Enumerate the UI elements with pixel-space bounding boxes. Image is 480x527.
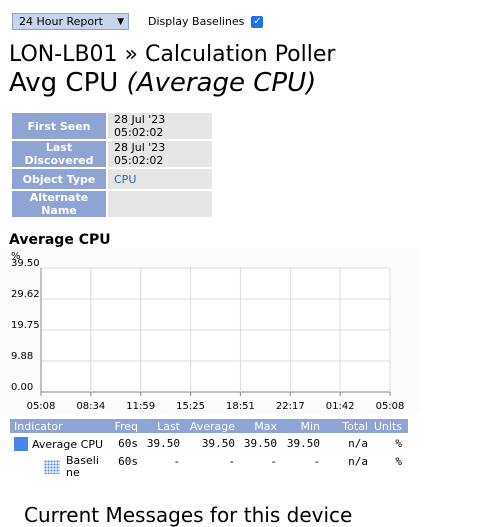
info-row-object-type: Object Type CPU — [12, 169, 212, 189]
legend-header-indicator: Indicator — [14, 419, 63, 433]
y-tick-label: 19.75 — [11, 320, 40, 331]
report-toolbar: 24 Hour Report ▼ Display Baselines ✓ — [12, 13, 264, 30]
x-tick-label: 08:34 — [76, 401, 105, 412]
object-type-cell: CPU — [108, 169, 212, 189]
legend-header-units: Units — [373, 419, 402, 433]
legend-indicator-cell: Baseli ne — [10, 455, 114, 479]
legend-header-freq: Freq — [114, 419, 138, 433]
legend-indicator-name: Average CPU — [32, 437, 104, 451]
info-row-last-discovered: Last Discovered 28 Jul '23 05:02:02 — [12, 141, 212, 167]
x-tick-label: 15:25 — [176, 401, 205, 412]
y-tick-label: 29.62 — [11, 289, 40, 300]
legend-freq: 60s — [118, 455, 138, 468]
chevron-down-icon: ▼ — [117, 16, 124, 27]
object-type-label: Object Type — [12, 169, 106, 189]
metric-name: Avg CPU — [9, 68, 119, 98]
legend-max: - — [270, 455, 277, 468]
device-title: LON-LB01 » Calculation Poller — [9, 42, 336, 67]
legend-units: % — [395, 437, 402, 450]
x-tick-label: 01:42 — [326, 401, 355, 412]
display-baselines-checkbox[interactable]: ✓ — [251, 15, 264, 28]
legend-row-baseline: Baseli ne 60s - - - - n/a % — [10, 455, 408, 479]
first-seen-value: 28 Jul '23 05:02:02 — [108, 113, 212, 139]
display-baselines-label: Display Baselines — [148, 15, 245, 28]
legend-table: Indicator Freq Last Average Max Min Tota… — [10, 419, 408, 479]
report-period-select[interactable]: 24 Hour Report ▼ — [12, 13, 129, 30]
last-discovered-label: Last Discovered — [12, 141, 106, 167]
x-tick-label: 11:59 — [126, 401, 155, 412]
legend-row-average-cpu: Average CPU 60s 39.50 39.50 39.50 39.50 … — [10, 437, 408, 451]
legend-header: Indicator Freq Last Average Max Min Tota… — [10, 419, 408, 433]
baseline-name-part-1: Baseli — [66, 454, 99, 467]
metric-title: Avg CPU (Average CPU) — [9, 68, 316, 98]
y-tick-label: 0.00 — [11, 382, 33, 393]
series-color-swatch — [14, 437, 28, 451]
metric-full-name: (Average CPU) — [126, 68, 317, 98]
legend-header-last: Last — [157, 419, 180, 433]
object-type-link[interactable]: CPU — [114, 172, 137, 186]
legend-min: 39.50 — [286, 437, 320, 450]
legend-last: 39.50 — [146, 437, 180, 450]
y-tick-label: 39.50 — [11, 258, 40, 269]
baseline-dotted-swatch — [44, 460, 60, 474]
legend-last: - — [173, 455, 180, 468]
legend-average: - — [228, 455, 235, 468]
last-discovered-value: 28 Jul '23 05:02:02 — [108, 141, 212, 167]
report-period-value: 24 Hour Report — [19, 15, 103, 28]
x-tick-label: 18:51 — [226, 401, 255, 412]
checkmark-icon: ✓ — [253, 15, 262, 27]
x-tick-label: 22:17 — [276, 401, 305, 412]
legend-indicator-cell: Average CPU — [10, 437, 114, 451]
alternate-name-label: Alternate Name — [12, 191, 106, 217]
info-table: First Seen 28 Jul '23 05:02:02 Last Disc… — [10, 111, 214, 219]
y-tick-label: 9.88 — [11, 351, 33, 362]
legend-units: % — [395, 455, 402, 468]
legend-header-total: Total — [342, 419, 368, 433]
average-cpu-chart: % 0.00 9.88 19.75 29.62 39.50 05:08 08:34 11:59 1… — [0, 248, 420, 414]
info-row-first-seen: First Seen 28 Jul '23 05:02:02 — [12, 113, 212, 139]
legend-indicator-name: Baseli ne — [66, 455, 100, 479]
legend-total: n/a — [348, 437, 368, 450]
alternate-name-value — [108, 191, 212, 217]
chart-title: Average CPU — [9, 232, 111, 248]
legend-total: n/a — [348, 455, 368, 468]
legend-min: - — [313, 455, 320, 468]
x-tick-label: 05:08 — [27, 401, 56, 412]
info-row-alternate-name: Alternate Name — [12, 191, 212, 217]
legend-average: 39.50 — [201, 437, 235, 450]
y-axis-unit-label: % — [11, 251, 21, 262]
current-messages-heading: Current Messages for this device — [24, 503, 353, 527]
x-tick-label: 05:08 — [376, 401, 405, 412]
legend-header-average: Average — [189, 419, 235, 433]
legend-freq: 60s — [118, 437, 138, 450]
first-seen-label: First Seen — [12, 113, 106, 139]
baseline-name-part-2: ne — [66, 466, 80, 479]
legend-header-max: Max — [254, 419, 277, 433]
legend-max: 39.50 — [243, 437, 277, 450]
legend-header-min: Min — [300, 419, 320, 433]
